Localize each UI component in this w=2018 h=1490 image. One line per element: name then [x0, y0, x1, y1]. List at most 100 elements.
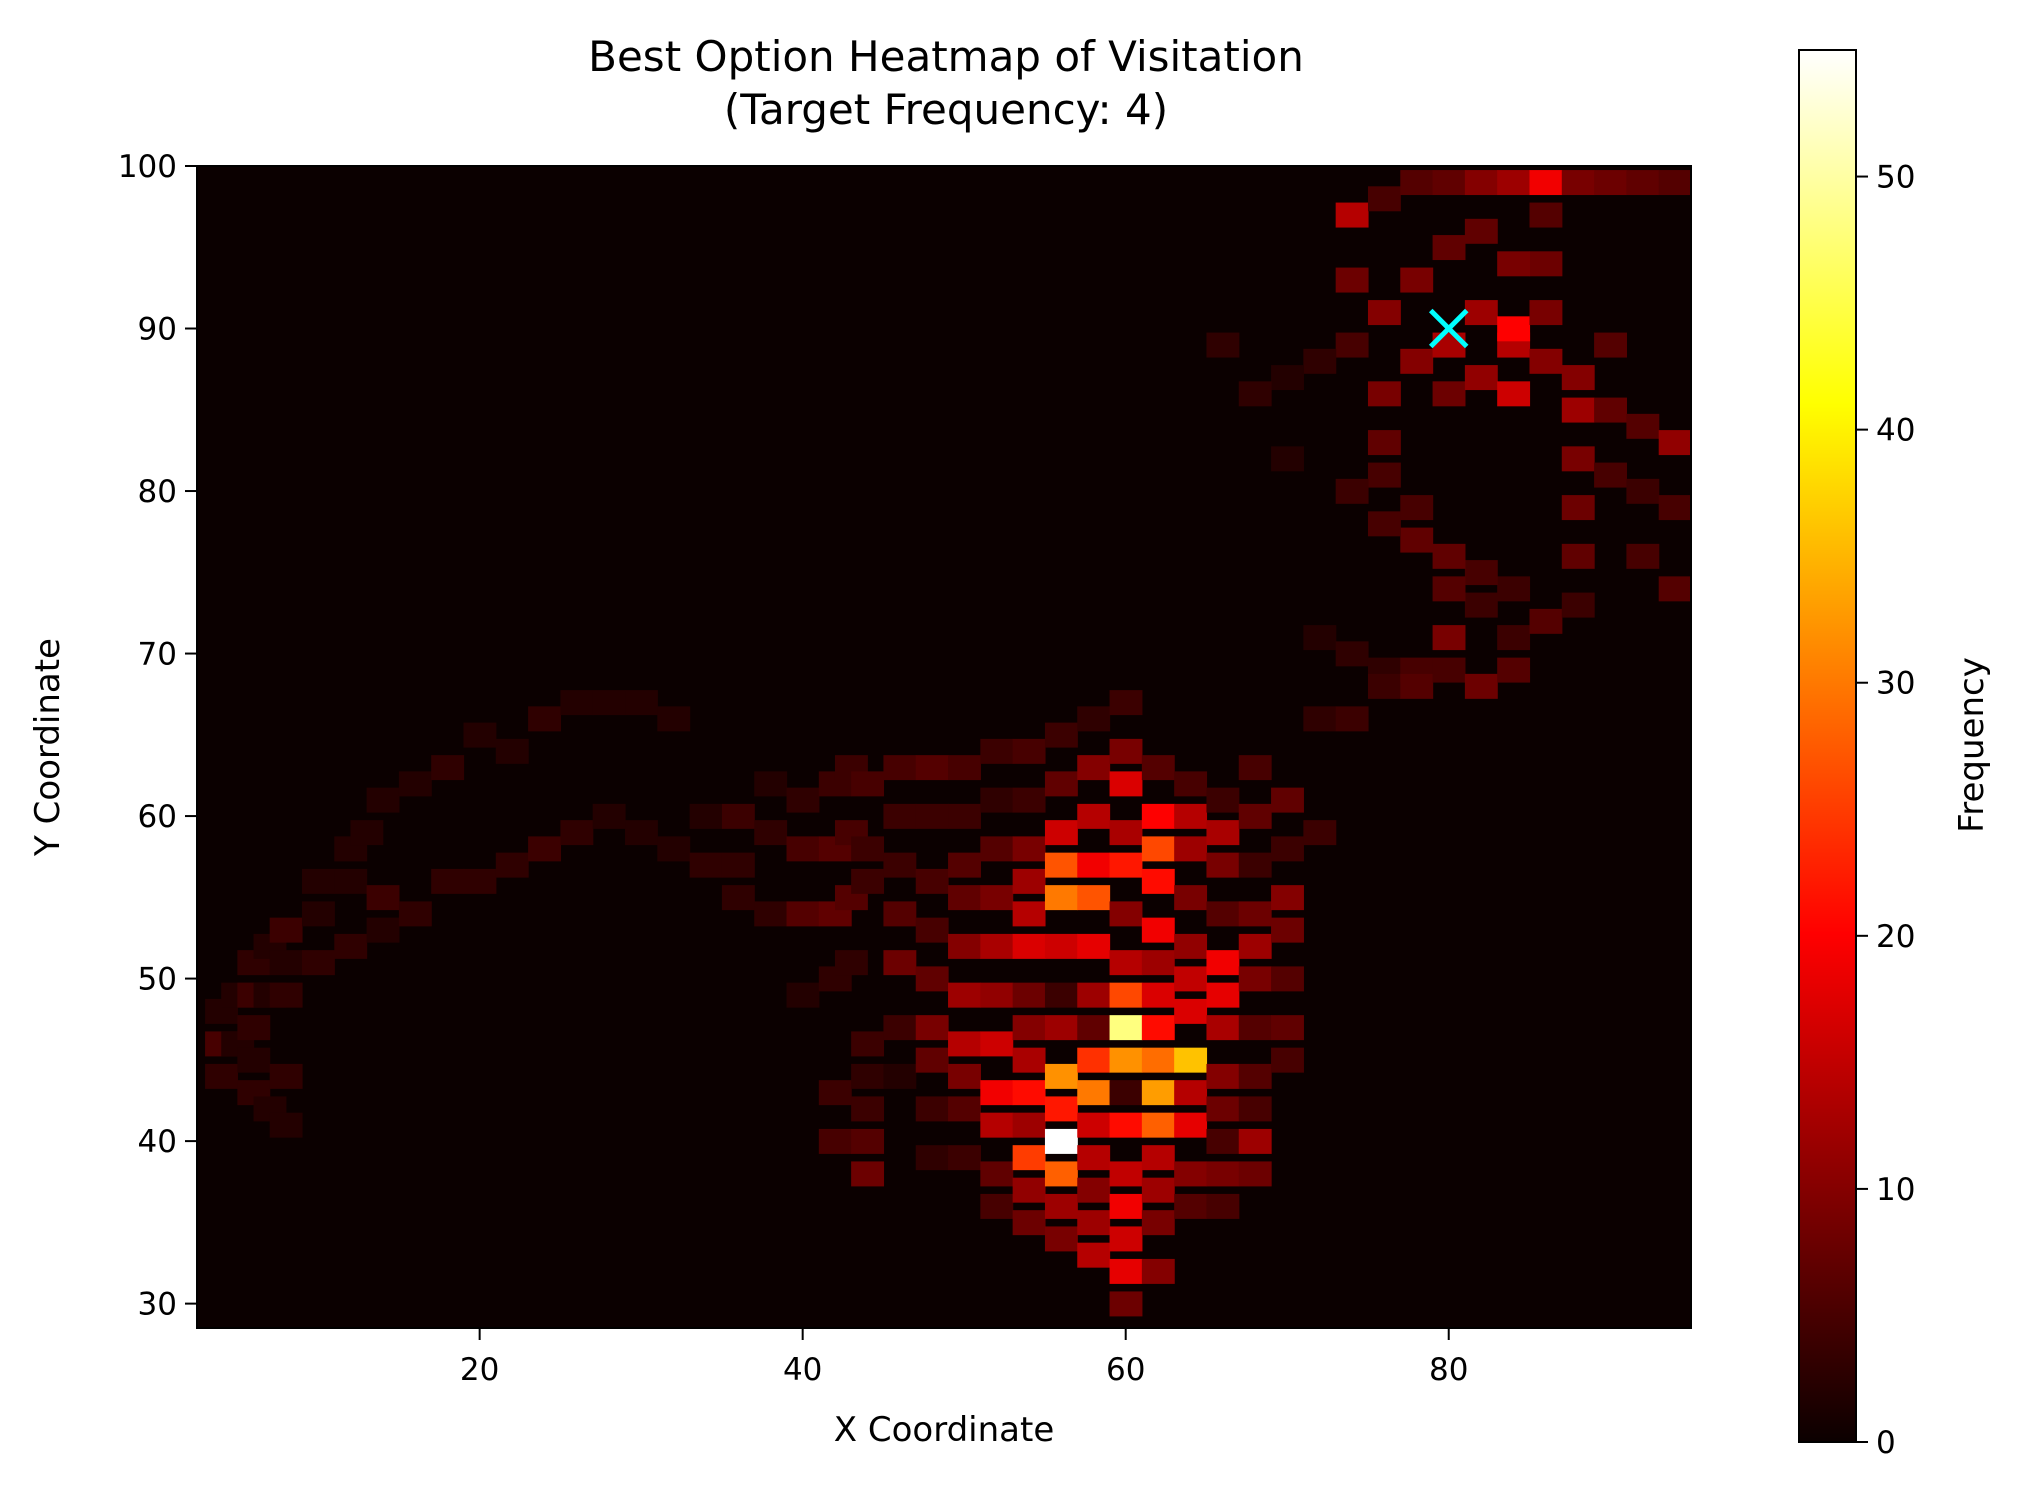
y-tick-label: 70 — [138, 637, 177, 673]
heatmap-cell — [851, 1128, 885, 1154]
heatmap-cell — [269, 1112, 303, 1138]
heatmap-cell — [1464, 560, 1498, 586]
heatmap-cell — [1174, 1112, 1208, 1138]
heatmap-cell — [1238, 755, 1272, 781]
y-tick-label: 90 — [138, 312, 177, 348]
y-tick-label: 60 — [138, 799, 177, 835]
y-tick-label: 50 — [138, 962, 177, 998]
heatmap-cell — [1238, 933, 1272, 959]
heatmap-cell — [1464, 365, 1498, 391]
heatmap-cell — [1109, 1291, 1143, 1317]
heatmap-cell — [269, 917, 303, 943]
heatmap-cell — [1012, 868, 1046, 894]
heatmap-cell — [1561, 365, 1595, 391]
heatmap-cell — [883, 852, 917, 878]
heatmap-cell — [883, 901, 917, 927]
heatmap-cell — [1012, 901, 1046, 927]
heatmap-cell — [1174, 1047, 1208, 1073]
heatmap-cell — [1335, 478, 1369, 504]
heatmap-cell — [1432, 235, 1466, 261]
heatmap-cell — [915, 917, 949, 943]
heatmap-cell — [1529, 348, 1563, 374]
x-tick-label: 20 — [460, 1352, 499, 1388]
heatmap-cell — [1141, 1177, 1175, 1203]
heatmap-cell — [1529, 251, 1563, 277]
x-axis-ticks: 20 40 60 80 — [460, 1328, 1468, 1388]
heatmap-cell — [1497, 657, 1531, 683]
heatmap-cell — [1206, 901, 1240, 927]
heatmap-cell — [1658, 170, 1692, 196]
heatmap-cell — [1077, 1242, 1111, 1268]
heatmap-cell — [1432, 170, 1466, 196]
heatmap-cell — [657, 706, 691, 732]
heatmap-cell — [1400, 673, 1434, 699]
heatmap-cell — [851, 836, 885, 862]
y-tick-label: 80 — [138, 474, 177, 510]
heatmap-cell — [980, 1193, 1014, 1219]
heatmap-cell — [592, 803, 626, 829]
heatmap-cell — [1174, 1161, 1208, 1187]
heatmap-cell — [334, 868, 368, 894]
heatmap-cell — [1141, 803, 1175, 829]
heatmap-cell — [1174, 803, 1208, 829]
y-tick-label: 30 — [138, 1287, 177, 1323]
heatmap-cell — [1141, 1015, 1175, 1041]
heatmap-cell — [1109, 1080, 1143, 1106]
heatmap-cell — [560, 690, 594, 716]
heatmap-cell — [1497, 381, 1531, 407]
heatmap-cell — [948, 1063, 981, 1089]
heatmap-cell — [1367, 430, 1401, 456]
heatmap-cell — [948, 1031, 981, 1057]
heatmap-cell — [1238, 1128, 1272, 1154]
heatmap-cell — [1529, 608, 1563, 634]
heatmap-cell — [1109, 852, 1143, 878]
heatmap-cell — [301, 868, 335, 894]
colorbar-ticks: 0 10 20 30 40 50 — [1856, 160, 1915, 1461]
heatmap-cells — [205, 170, 1692, 1317]
heatmap-cell — [1141, 868, 1175, 894]
heatmap-cell — [851, 1161, 885, 1187]
heatmap-cell — [1174, 771, 1208, 797]
heatmap-cell — [980, 738, 1014, 764]
heatmap-cell — [269, 950, 303, 976]
heatmap-cell — [851, 771, 885, 797]
heatmap-cell — [1077, 755, 1111, 781]
x-tick-label: 40 — [783, 1352, 822, 1388]
heatmap-cell — [1400, 348, 1434, 374]
heatmap-cell — [1109, 1226, 1143, 1252]
heatmap-cell — [1141, 950, 1175, 976]
heatmap-cell — [1109, 1112, 1143, 1138]
heatmap-cell — [883, 950, 917, 976]
heatmap-cell — [883, 755, 917, 781]
heatmap-cell — [1206, 1015, 1240, 1041]
heatmap-cell — [1174, 836, 1208, 862]
heatmap-cell — [1529, 202, 1563, 228]
heatmap-cell — [1432, 576, 1466, 602]
heatmap-cell — [915, 966, 949, 992]
heatmap-cell — [625, 690, 658, 716]
chart-title-line1: Best Option Heatmap of Visitation — [588, 32, 1304, 81]
heatmap-cell — [851, 1031, 885, 1057]
chart-title-line2: (Target Frequency: 4) — [724, 85, 1168, 134]
heatmap-cell — [754, 820, 788, 846]
heatmap-cell — [1077, 852, 1111, 878]
heatmap-cell — [980, 1112, 1014, 1138]
heatmap-cell — [1271, 966, 1304, 992]
heatmap-cell — [1206, 950, 1240, 976]
heatmap-cell — [1044, 1193, 1078, 1219]
heatmap-cell — [980, 1031, 1014, 1057]
heatmap-cell — [1367, 381, 1401, 407]
heatmap-cell — [786, 901, 820, 927]
heatmap-cell — [1561, 446, 1595, 472]
heatmap-cell — [980, 933, 1014, 959]
heatmap-cell — [1174, 998, 1208, 1024]
heatmap-cell — [1271, 1047, 1304, 1073]
heatmap-cell — [948, 1145, 981, 1171]
heatmap-cell — [1303, 706, 1337, 732]
heatmap-cell — [1335, 202, 1369, 228]
heatmap-cell — [1077, 1112, 1111, 1138]
heatmap-cell — [818, 1128, 852, 1154]
colorbar — [1798, 49, 1857, 1443]
heatmap-cell — [1497, 576, 1531, 602]
heatmap-cell — [1012, 1080, 1046, 1106]
